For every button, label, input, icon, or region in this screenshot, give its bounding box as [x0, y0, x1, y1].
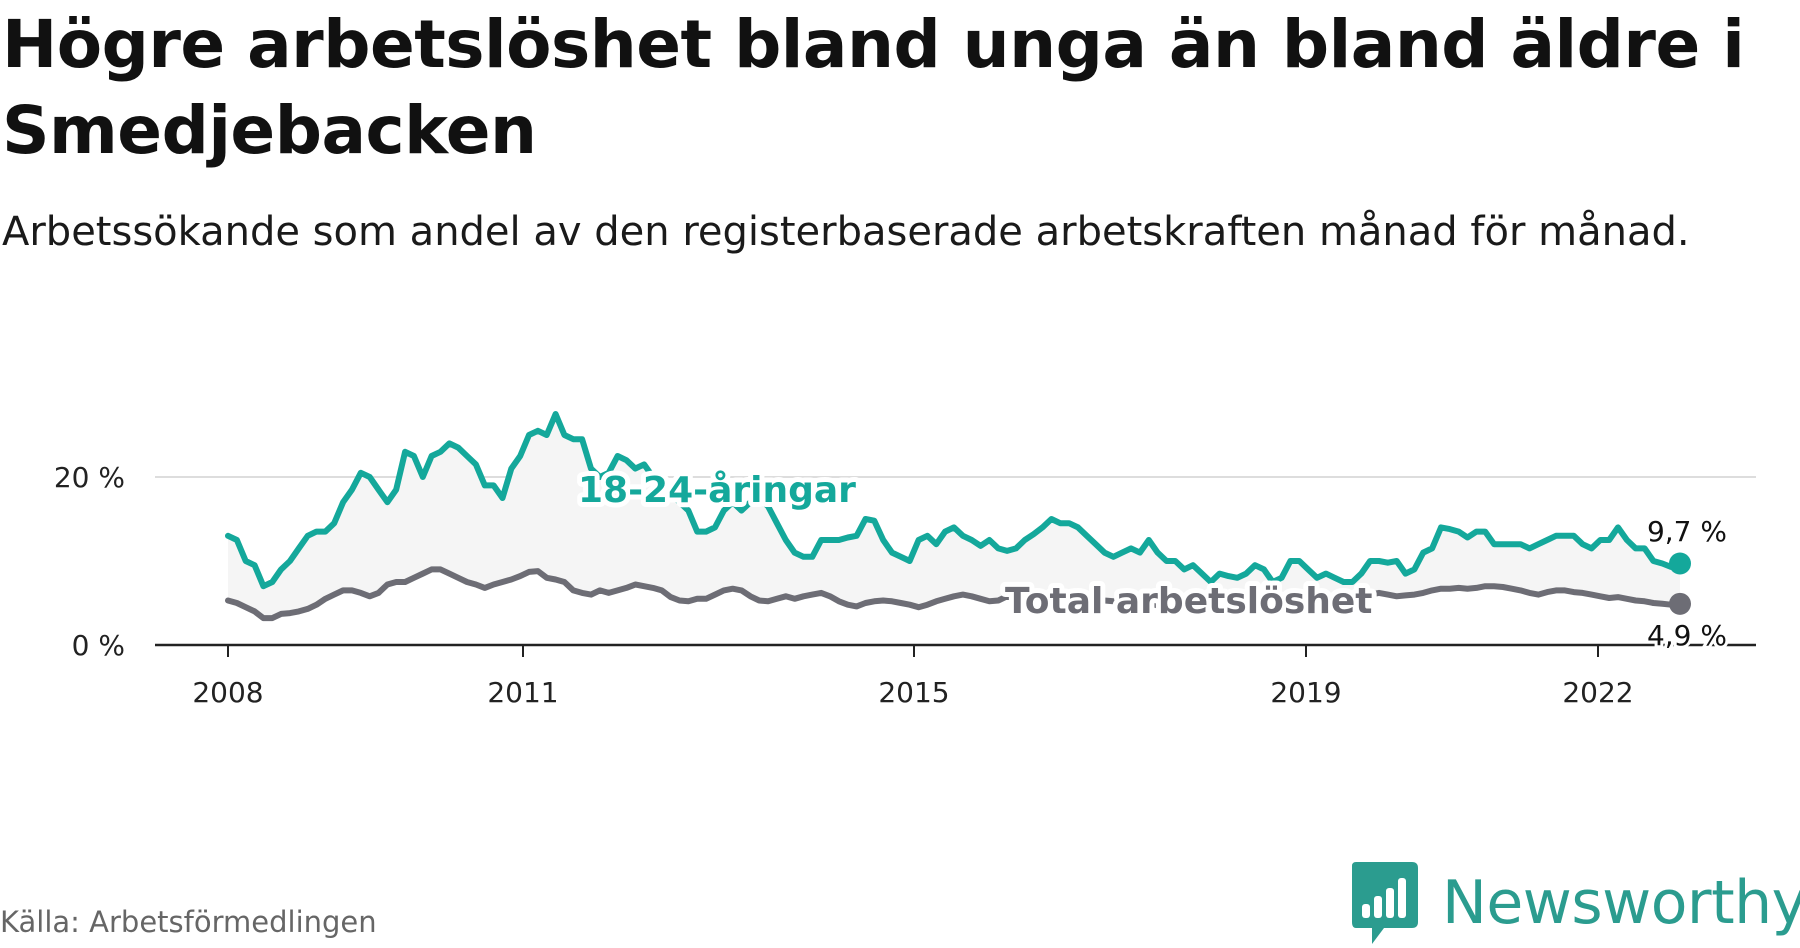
newsworthy-logo-icon — [1352, 862, 1418, 944]
series-label-total: Total arbetslöshet — [1005, 581, 1373, 622]
x-tick-label-2019: 2019 — [1270, 676, 1341, 709]
x-tick-label-2015: 2015 — [878, 676, 949, 709]
end-label-total: 4,9 % — [1647, 619, 1727, 652]
x-tick-label-2011: 2011 — [487, 676, 558, 709]
chart-title: Högre arbetslöshet bland unga än bland ä… — [2, 6, 1745, 169]
series-line-total — [225, 566, 1683, 622]
brand-name: Newsworthy — [1442, 868, 1800, 938]
end-marker-total — [1669, 592, 1691, 615]
y-tick-label-20: 20 % — [54, 461, 125, 494]
end-label-youth: 9,7 % — [1647, 515, 1727, 548]
x-axis: 2008 2011 2015 2019 2022 — [155, 643, 1756, 709]
series-label-youth: 18-24-åringar — [578, 470, 856, 511]
x-tick-label-2022: 2022 — [1562, 676, 1633, 709]
end-marker-youth — [1669, 552, 1691, 575]
y-tick-label-0: 0 % — [72, 629, 125, 662]
series-line-youth — [225, 411, 1683, 590]
source-note: Källa: Arbetsförmedlingen — [0, 905, 377, 939]
labels: 9,7 % 4,9 % 18-24-åringar Total arbetslöshe… — [573, 465, 1730, 655]
series-lines — [225, 411, 1691, 622]
brand-logo: Newsworthy — [1348, 860, 1800, 946]
gap-band — [228, 414, 1680, 619]
x-tick-label-2008: 2008 — [192, 676, 263, 709]
gap-area — [228, 414, 1680, 619]
chart-subtitle: Arbetssökande som andel av den registerb… — [2, 209, 1690, 255]
